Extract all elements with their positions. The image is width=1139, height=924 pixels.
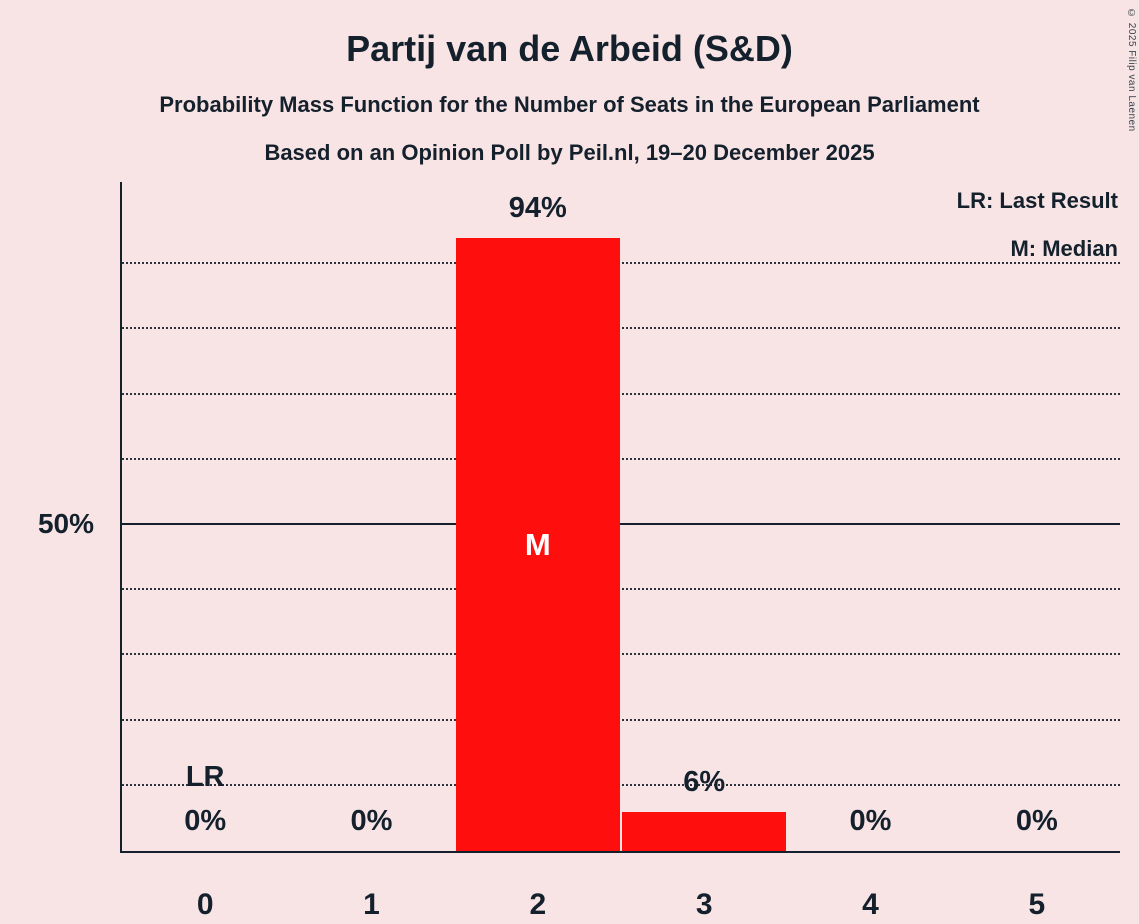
gridline-dotted xyxy=(122,783,1120,786)
plot-area: 0% LR 0 0% 1 94% M 2 6% 3 0% 4 0% 5 xyxy=(120,182,1120,921)
copyright-text: © 2025 Filip van Laenen xyxy=(1126,8,1137,132)
bar-seats-2 xyxy=(455,238,620,851)
gridline-dotted xyxy=(122,392,1120,395)
y-axis-tick-label: 50% xyxy=(37,508,95,539)
x-tick-label-2: 2 xyxy=(529,888,547,921)
x-tick-label-3: 3 xyxy=(695,888,713,921)
value-label-seats-3: 6% xyxy=(683,765,726,798)
gridline-dotted xyxy=(122,653,1120,656)
value-label-seats-2: 94% xyxy=(508,192,567,225)
value-label-seats-1: 0% xyxy=(350,805,393,837)
gridline-dotted xyxy=(122,588,1120,591)
chart-subtitle-poll: Based on an Opinion Poll by Peil.nl, 19–… xyxy=(264,140,875,165)
value-label-seats-0: 0% xyxy=(184,805,227,837)
x-tick-label-0: 0 xyxy=(196,888,214,921)
gridline-dotted xyxy=(122,457,1120,460)
x-tick-label-1: 1 xyxy=(363,888,380,921)
bar-seats-3 xyxy=(622,811,787,851)
gridline-solid-50 xyxy=(122,523,1120,525)
chart-title: Partij van de Arbeid (S&D) xyxy=(346,28,793,69)
value-label-seats-5: 0% xyxy=(1015,805,1058,837)
value-label-seats-4: 0% xyxy=(849,805,892,837)
legend-median: M: Median xyxy=(1010,236,1118,261)
gridline-dotted xyxy=(122,262,1120,265)
median-marker: M xyxy=(524,526,551,562)
last-result-marker: LR xyxy=(185,761,225,793)
legend-last-result: LR: Last Result xyxy=(956,188,1118,213)
gridline-dotted xyxy=(122,327,1120,330)
x-tick-label-4: 4 xyxy=(862,888,879,921)
chart-subtitle: Probability Mass Function for the Number… xyxy=(159,92,980,117)
gridline-dotted xyxy=(122,718,1120,721)
x-tick-label-5: 5 xyxy=(1028,888,1046,921)
